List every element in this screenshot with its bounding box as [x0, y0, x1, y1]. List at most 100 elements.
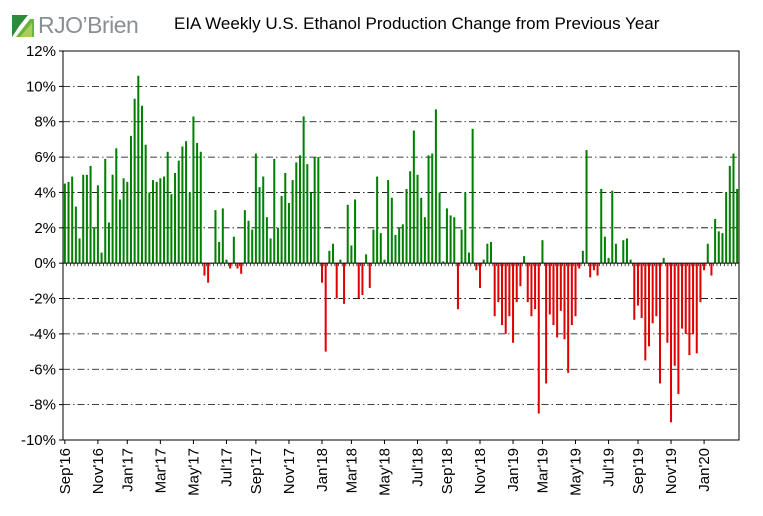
bar: [453, 217, 456, 264]
bar: [585, 150, 588, 264]
bar: [258, 187, 261, 264]
x-tick-label: Jan'17: [119, 448, 136, 492]
bar: [379, 233, 382, 264]
bar: [387, 180, 390, 264]
bar: [317, 157, 320, 264]
bar: [545, 263, 548, 384]
bar: [725, 192, 728, 264]
bar: [361, 263, 364, 296]
bar: [247, 220, 250, 264]
bar: [600, 188, 603, 264]
plot-area-border: [62, 50, 740, 441]
x-tick-label: Nov'19: [663, 448, 680, 494]
bar: [526, 263, 529, 303]
bar: [159, 178, 162, 264]
bar: [118, 199, 121, 264]
bar: [225, 259, 228, 264]
bar: [96, 185, 99, 264]
bar: [218, 241, 221, 264]
bar: [412, 130, 415, 264]
bar: [692, 263, 695, 334]
bar: [104, 158, 107, 264]
bar: [438, 192, 441, 264]
bar: [515, 263, 518, 303]
bar: [221, 208, 224, 264]
bar: [181, 146, 184, 264]
bar: [728, 165, 731, 264]
bar: [335, 263, 338, 299]
bar: [405, 188, 408, 264]
bar: [302, 116, 305, 264]
bar: [475, 263, 478, 271]
bar: [354, 199, 357, 264]
bar: [534, 263, 537, 310]
x-tick-label: Mar'18: [343, 448, 360, 493]
bar: [155, 181, 158, 264]
bar: [196, 142, 199, 264]
bar: [174, 173, 177, 264]
bar: [152, 180, 155, 264]
bar: [570, 263, 573, 326]
bar: [166, 151, 169, 264]
x-tick-label: May'18: [376, 448, 393, 496]
bar: [332, 243, 335, 264]
brand-logo-text: RJO’Brien: [38, 11, 139, 38]
bar: [714, 218, 717, 264]
bar: [434, 109, 437, 264]
bar: [504, 263, 507, 334]
bar: [394, 234, 397, 264]
bar: [662, 257, 665, 264]
bar: [710, 263, 713, 276]
x-tick-label: May'19: [568, 448, 585, 496]
bar: [192, 116, 195, 264]
bar: [717, 231, 720, 264]
bar: [596, 263, 599, 276]
x-tick-label: Sep'19: [630, 448, 647, 494]
bar: [442, 261, 445, 264]
bar: [74, 206, 77, 264]
bar: [236, 263, 239, 269]
bar: [581, 250, 584, 264]
bar: [482, 259, 485, 264]
bar: [100, 252, 103, 264]
bar: [115, 148, 118, 264]
bar: [519, 263, 522, 287]
bar: [508, 263, 511, 317]
bar: [199, 151, 202, 264]
bar: [313, 157, 316, 264]
bar: [383, 259, 386, 264]
bar: [93, 227, 96, 264]
bar: [563, 263, 566, 340]
bar: [306, 164, 309, 264]
bar: [611, 190, 614, 264]
bar: [736, 188, 739, 264]
bar: [512, 263, 515, 343]
bar: [140, 105, 143, 264]
bar: [324, 263, 327, 352]
bar: [497, 263, 500, 303]
y-tick-label: 12%: [26, 43, 56, 60]
bar: [254, 153, 257, 264]
y-tick-labels: 12% 10% 8% 6% 4% 2% 0% -2% -4% -6% -8% -10%: [21, 43, 56, 449]
bar: [122, 178, 125, 264]
bar: [328, 250, 331, 264]
x-tick-label: Sep'16: [57, 448, 74, 494]
bar: [214, 210, 217, 264]
bar: [129, 135, 132, 264]
bar: [67, 181, 70, 264]
bar: [163, 176, 166, 264]
bar: [409, 171, 412, 264]
bar: [681, 263, 684, 329]
y-tick-label: 2%: [34, 220, 56, 237]
bar: [321, 263, 324, 283]
bar: [655, 263, 658, 317]
bar: [170, 194, 173, 264]
brand-logo: RJO’Brien: [10, 8, 139, 42]
bar: [89, 165, 92, 264]
x-tick-label: Sep'17: [248, 448, 265, 494]
bar: [376, 176, 379, 264]
bar: [177, 160, 180, 264]
bar: [629, 259, 632, 264]
x-tick-label: May'17: [185, 448, 202, 496]
